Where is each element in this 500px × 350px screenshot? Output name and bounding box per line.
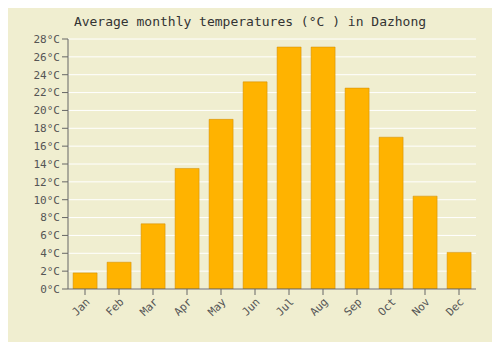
svg-text:10°C: 10°C — [34, 194, 61, 207]
svg-text:Feb: Feb — [103, 295, 126, 318]
svg-text:Oct: Oct — [375, 295, 398, 318]
svg-text:20°C: 20°C — [34, 104, 61, 117]
svg-text:24°C: 24°C — [34, 69, 61, 82]
svg-text:0°C: 0°C — [40, 283, 60, 296]
svg-text:18°C: 18°C — [34, 122, 61, 135]
svg-text:14°C: 14°C — [34, 158, 61, 171]
svg-text:12°C: 12°C — [34, 176, 61, 189]
svg-text:May: May — [205, 295, 229, 319]
svg-text:Apr: Apr — [171, 295, 195, 319]
svg-text:Aug: Aug — [307, 295, 330, 318]
html-text:Average monthly temperatures (: Average monthly temperatures (°C ) in Da… — [73, 14, 427, 29]
svg-text:16°C: 16°C — [34, 140, 61, 153]
svg-text:22°C: 22°C — [34, 86, 61, 99]
svg-text:Jun: Jun — [239, 295, 262, 318]
svg-text:Mar: Mar — [137, 295, 161, 319]
svg-text:4°C: 4°C — [40, 247, 60, 260]
svg-text:28°C: 28°C — [34, 33, 61, 46]
svg-text:Nov: Nov — [409, 295, 433, 319]
svg-text:Jan: Jan — [69, 295, 92, 318]
svg-text:6°C: 6°C — [40, 229, 60, 242]
svg-text:Sep: Sep — [341, 295, 364, 318]
svg-text:26°C: 26°C — [34, 51, 61, 64]
svg-text:2°C: 2°C — [40, 265, 60, 278]
svg-text:Dec: Dec — [443, 295, 466, 318]
svg-text:Jul: Jul — [273, 295, 296, 318]
svg-text:8°C: 8°C — [40, 211, 60, 224]
